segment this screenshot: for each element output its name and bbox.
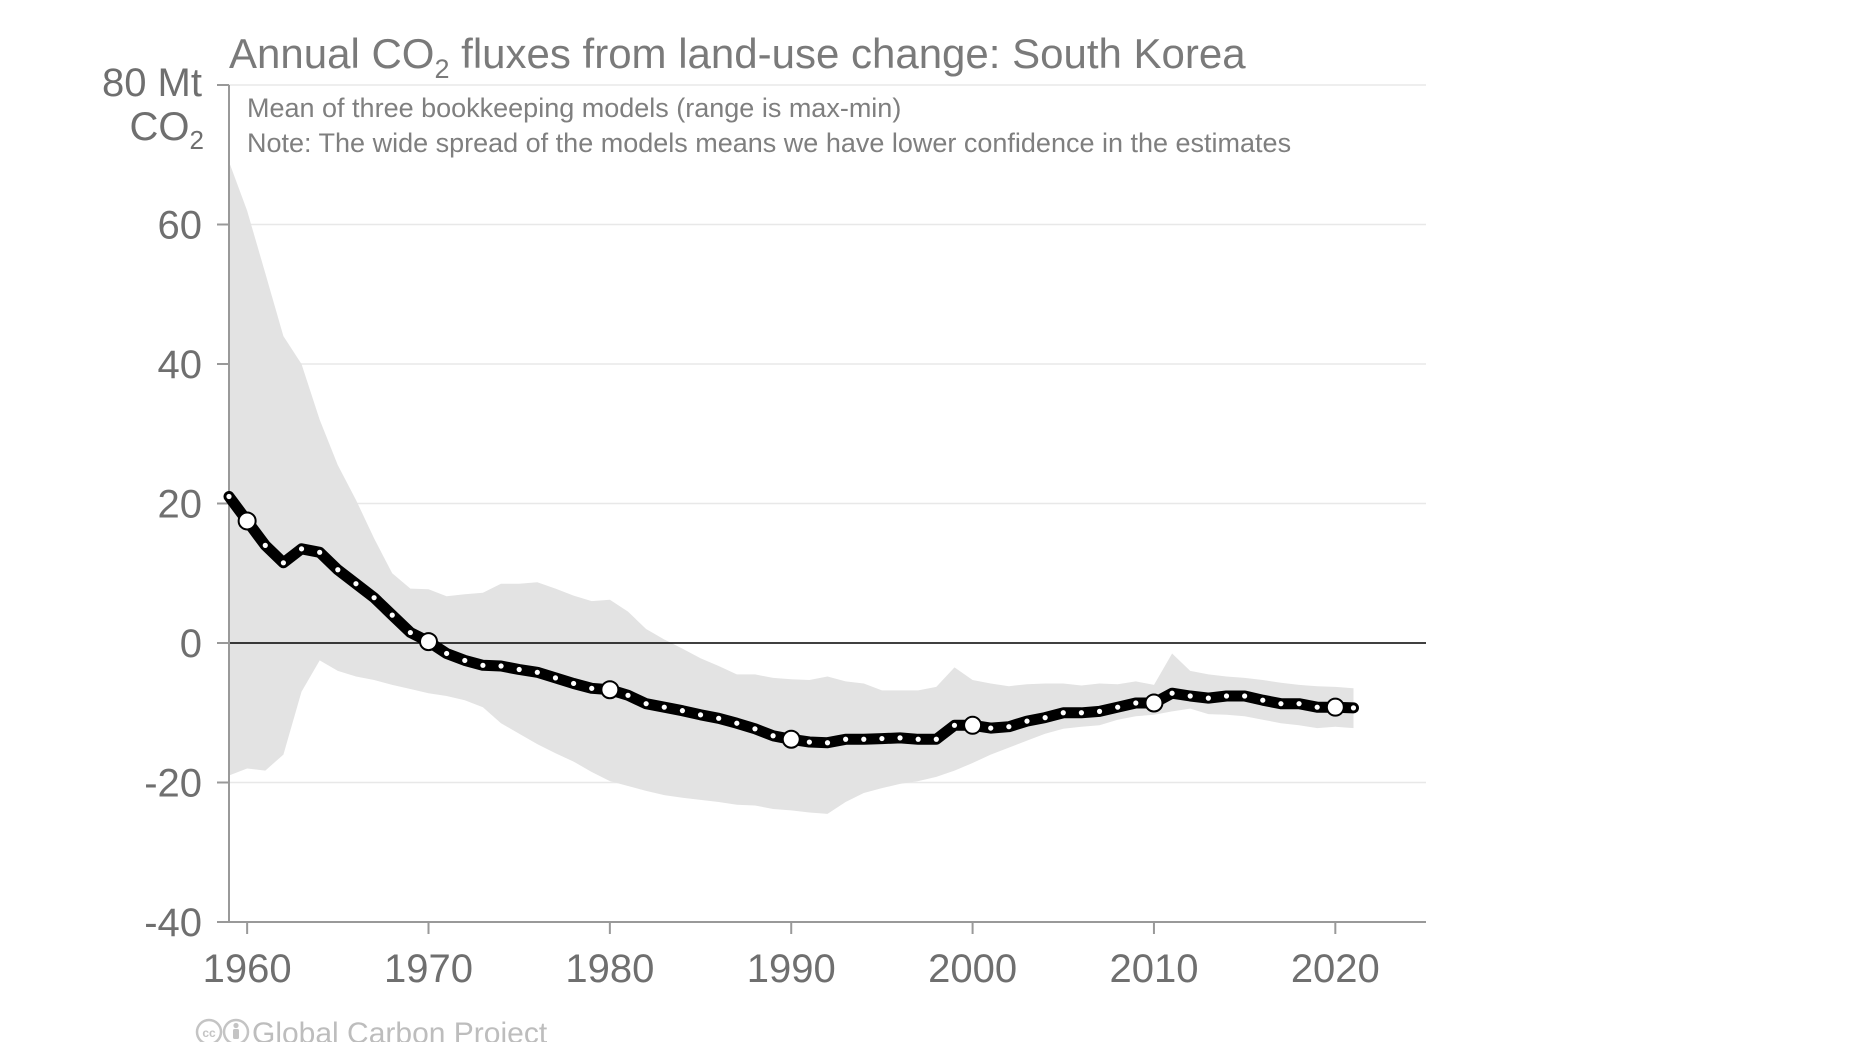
y-unit-line-1: 80 Mt xyxy=(102,61,202,105)
data-point xyxy=(226,493,232,500)
chart-title: Annual CO2 fluxes from land-use change: … xyxy=(229,30,1246,84)
data-point xyxy=(444,650,450,657)
data-point xyxy=(1314,704,1320,710)
x-tick-label: 1980 xyxy=(565,947,654,991)
data-point xyxy=(1006,724,1012,730)
data-point xyxy=(734,720,740,726)
y-unit-sub: 2 xyxy=(190,125,204,155)
chart-title-post: fluxes from land-use change: South Korea xyxy=(449,30,1246,77)
data-point xyxy=(697,712,704,718)
data-point xyxy=(951,722,958,728)
subtitle-line-1: Mean of three bookkeeping models (range … xyxy=(247,93,901,123)
decade-marker xyxy=(1144,693,1164,713)
chart-title-sub: 2 xyxy=(434,54,449,84)
data-point xyxy=(770,733,776,739)
data-point xyxy=(1169,690,1175,696)
data-point xyxy=(625,692,631,698)
x-tick-label: 1970 xyxy=(384,947,473,991)
grid-layer xyxy=(229,84,1426,784)
x-ticks: 1960 1970 1980 1990 2000 2010 2020 xyxy=(203,922,1380,991)
data-point xyxy=(1260,697,1266,703)
data-point xyxy=(298,546,305,552)
data-point xyxy=(988,725,994,731)
data-point xyxy=(1350,705,1357,711)
x-tick-label: 1990 xyxy=(747,947,836,991)
x-tick-label: 1960 xyxy=(203,947,292,991)
data-point xyxy=(498,663,504,669)
y-tick-label: -20 xyxy=(144,762,202,806)
data-point xyxy=(1296,701,1302,707)
data-point xyxy=(534,669,540,675)
data-point xyxy=(752,726,758,732)
decade-marker xyxy=(419,632,438,652)
subtitle-line-2: Note: The wide spread of the models mean… xyxy=(247,128,1291,158)
credit-text: Global Carbon Project xyxy=(252,1017,548,1042)
data-point xyxy=(1024,718,1030,724)
decade-marker xyxy=(781,729,801,749)
data-point xyxy=(480,662,486,668)
svg-text:cc: cc xyxy=(202,1026,216,1040)
y-ticks: -40 -20 0 20 40 60 xyxy=(144,84,229,945)
data-point xyxy=(1242,693,1248,699)
data-point xyxy=(1187,693,1193,699)
data-point xyxy=(1278,701,1284,707)
data-point xyxy=(371,595,377,601)
data-point xyxy=(861,736,867,742)
decade-marker xyxy=(1325,697,1345,717)
data-point xyxy=(1133,700,1139,706)
x-tick-label: 2010 xyxy=(1109,947,1198,991)
data-point xyxy=(280,560,287,566)
data-point xyxy=(661,704,667,710)
data-point xyxy=(806,739,812,745)
points-layer xyxy=(226,493,1357,749)
data-point xyxy=(879,735,885,742)
data-point xyxy=(897,735,903,741)
data-point xyxy=(262,542,268,548)
decade-marker xyxy=(237,511,257,531)
data-point xyxy=(389,612,395,618)
data-point xyxy=(1205,695,1211,701)
data-point xyxy=(1115,704,1121,710)
data-point xyxy=(1042,715,1048,721)
data-point xyxy=(570,680,577,687)
credit-block: cc Global Carbon Project xyxy=(195,1017,548,1042)
data-point xyxy=(933,736,939,742)
range-band xyxy=(229,161,1354,814)
y-unit-line-2: CO2 xyxy=(130,105,204,155)
y-tick-label: 20 xyxy=(158,483,203,527)
decade-marker xyxy=(600,680,620,700)
data-point xyxy=(552,675,559,681)
y-unit-co: CO xyxy=(130,105,190,149)
data-point xyxy=(589,685,595,691)
x-tick-label: 2020 xyxy=(1291,947,1380,991)
data-point xyxy=(353,581,359,587)
y-tick-label: 60 xyxy=(158,204,203,248)
x-tick-label: 2000 xyxy=(928,947,1017,991)
data-point xyxy=(843,736,849,742)
data-point xyxy=(643,701,649,707)
data-point xyxy=(317,549,323,555)
data-point xyxy=(462,657,468,664)
data-point xyxy=(716,715,722,721)
decade-marker xyxy=(963,715,983,735)
data-point xyxy=(516,666,522,673)
chart-title-pre: Annual CO xyxy=(229,30,434,77)
data-point xyxy=(1096,708,1103,714)
creative-commons-icon: cc xyxy=(195,1018,223,1042)
data-point xyxy=(1060,710,1066,716)
data-point xyxy=(335,567,341,573)
y-tick-label: 0 xyxy=(180,622,202,666)
data-point xyxy=(1078,710,1085,716)
data-point xyxy=(824,740,831,746)
data-point xyxy=(1223,693,1230,699)
y-tick-label: -40 xyxy=(144,901,202,945)
data-point xyxy=(407,629,413,636)
attribution-icon xyxy=(222,1018,250,1042)
y-tick-label: 40 xyxy=(158,343,203,387)
data-point xyxy=(915,736,921,742)
data-point xyxy=(679,708,686,714)
